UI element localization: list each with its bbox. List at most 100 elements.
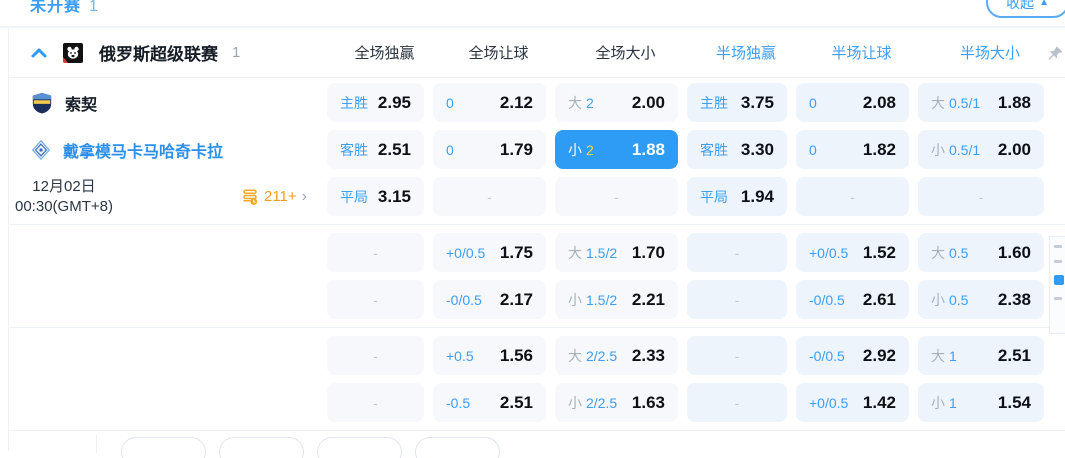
odds-cell[interactable]: +0/0.5 1.42 — [796, 383, 909, 422]
odds-value: 2.08 — [862, 92, 896, 112]
match-time: 00:30(GMT+8) — [15, 197, 113, 215]
ou-side-label: 大 — [931, 347, 945, 364]
odds-cell[interactable]: 0 1.79 — [433, 130, 546, 169]
match-date: 12月02日 — [32, 178, 96, 195]
status-count: 1 — [89, 0, 99, 15]
odds-value: 1.94 — [740, 186, 774, 206]
odds-cell[interactable]: 0 2.12 — [433, 83, 546, 122]
column-header-halftime-1x2[interactable]: 半场独赢 — [715, 45, 776, 62]
odds-row: - -0.5 2.51 小 2/2.5 1.63- +0/0.5 1.42 小 1 1.54 — [327, 383, 1065, 422]
side-float-widget[interactable] — [1049, 236, 1065, 334]
odds-value: 2.12 — [499, 92, 533, 112]
odds-cell[interactable]: 小 1 1.54 — [918, 383, 1044, 422]
pin-icon[interactable] — [1047, 45, 1064, 62]
odds-cell[interactable]: 大 0.5/1 1.88 — [918, 83, 1044, 122]
match-datetime: 12月02日 00:30(GMT+8) — [15, 177, 113, 216]
column-header-halftime-handicap[interactable]: 半场让球 — [831, 45, 892, 62]
ou-line-value: 2/2.5 — [586, 394, 618, 411]
odds-cell[interactable]: 大 2/2.5 2.33 — [555, 336, 678, 375]
bet-label: 0 — [446, 141, 454, 158]
odds-cell[interactable]: 小 2/2.5 1.63 — [555, 383, 678, 422]
odds-cell[interactable]: +0/0.5 1.75 — [433, 233, 546, 272]
status-label: 未开赛 — [30, 0, 82, 15]
odds-cell[interactable]: 小 0.5 2.38 — [918, 280, 1044, 319]
odds-value: 2.00 — [997, 139, 1031, 159]
odds-cell[interactable]: 主胜 3.75 — [687, 83, 787, 122]
league-header-left[interactable]: 俄罗斯超级联赛 1 — [9, 40, 327, 65]
odds-cell-empty: - — [433, 177, 546, 216]
column-header-fulltime-overunder[interactable]: 全场大小 — [595, 45, 656, 62]
odds-value: 1.56 — [499, 345, 533, 365]
bet-label: +0/0.5 — [809, 394, 849, 411]
ou-side-label: 大 — [568, 244, 582, 261]
odds-row: 主胜 2.95 0 2.12 大 2 2.00 主胜 3.75 0 2.08 大 0.5/1 1.88 — [327, 83, 1065, 122]
odds-cell-empty: - — [687, 383, 787, 422]
odds-value: 1.54 — [997, 392, 1031, 412]
odds-cell[interactable]: 大 2 2.00 — [555, 83, 678, 122]
odds-value: 1.88 — [997, 92, 1031, 112]
chevron-up-icon[interactable] — [31, 48, 47, 58]
home-team-row[interactable]: 索契 — [9, 83, 327, 122]
odds-cell-empty: - — [687, 280, 787, 319]
bet-label: 小 2/2.5 — [568, 393, 617, 413]
away-team-logo-icon — [31, 139, 51, 161]
odds-cell[interactable]: -0/0.5 2.17 — [433, 280, 546, 319]
away-team-row[interactable]: 戴拿模马卡马哈奇卡拉 — [9, 130, 327, 169]
odds-cell[interactable]: 平局 3.15 — [327, 177, 424, 216]
odds-cell[interactable]: -0/0.5 2.61 — [796, 280, 909, 319]
league-name: 俄罗斯超级联赛 — [99, 45, 218, 64]
match-status-tab[interactable]: 未开赛 1 — [30, 0, 99, 16]
market-tab-pill[interactable] — [415, 437, 500, 458]
league-card: 俄罗斯超级联赛 1 全场独赢 全场让球 全场大小 半场独赢 半场让球 半场大小 — [8, 28, 1065, 458]
bet-label: 大 0.5/1 — [931, 93, 980, 113]
odds-cell-empty: - — [687, 336, 787, 375]
market-tab-pill[interactable] — [121, 437, 206, 458]
ou-line-value: 1.5/2 — [586, 244, 618, 261]
column-header-fulltime-1x2[interactable]: 全场独赢 — [354, 45, 415, 62]
group-divider — [9, 224, 1065, 225]
odds-cell[interactable]: 大 1.5/2 1.70 — [555, 233, 678, 272]
home-team-logo-icon — [31, 92, 53, 114]
bet-label: 小 1.5/2 — [568, 290, 617, 310]
dash-placeholder: - — [734, 394, 740, 411]
collapse-all-button[interactable]: 收起 ▲ — [986, 0, 1065, 18]
odds-cell[interactable]: 小 0.5/1 2.00 — [918, 130, 1044, 169]
odds-value: 2.21 — [631, 289, 665, 309]
market-tab-pill[interactable] — [219, 437, 304, 458]
odds-cell[interactable]: 客胜 3.30 — [687, 130, 787, 169]
odds-cell[interactable]: 平局 1.94 — [687, 177, 787, 216]
odds-cell[interactable]: +0/0.5 1.52 — [796, 233, 909, 272]
odds-cell[interactable]: 大 0.5 1.60 — [918, 233, 1044, 272]
odds-cell[interactable]: 0 1.82 — [796, 130, 909, 169]
odds-cell[interactable]: 小 1.5/2 2.21 — [555, 280, 678, 319]
side-float-item — [1054, 245, 1062, 248]
column-header-halftime-overunder[interactable]: 半场大小 — [959, 45, 1020, 62]
dash-placeholder: - — [734, 291, 740, 308]
odds-cell[interactable]: -0/0.5 2.92 — [796, 336, 909, 375]
dash-placeholder: - — [978, 188, 984, 205]
side-float-item — [1054, 260, 1062, 263]
ou-line-value: 0.5/1 — [949, 94, 981, 111]
side-float-active-item — [1054, 275, 1064, 285]
odds-cell[interactable]: 0 2.08 — [796, 83, 909, 122]
odds-cell-empty: - — [327, 336, 424, 375]
odds-cell[interactable]: 大 1 2.51 — [918, 336, 1044, 375]
odds-value: 2.17 — [499, 289, 533, 309]
ou-side-label: 小 — [568, 141, 582, 158]
odds-row: - -0/0.5 2.17 小 1.5/2 2.21 - -0/0.5 2.61 小 0.5 2.38 — [327, 280, 1065, 319]
odds-cell-empty: - — [327, 233, 424, 272]
odds-cell[interactable]: +0.5 1.56 — [433, 336, 546, 375]
market-tab-pill[interactable] — [317, 437, 402, 458]
more-markets-link[interactable]: 211+ › — [241, 188, 307, 206]
odds-cell-selected[interactable]: 小 2 1.88 — [555, 130, 678, 169]
odds-cell[interactable]: -0.5 2.51 — [433, 383, 546, 422]
ou-line-value: 1 — [949, 347, 957, 364]
odds-cell[interactable]: 客胜 2.51 — [327, 130, 424, 169]
odds-cell[interactable]: 主胜 2.95 — [327, 83, 424, 122]
column-header-fulltime-handicap[interactable]: 全场让球 — [468, 45, 529, 62]
ou-line-value: 2/2.5 — [586, 347, 618, 364]
dash-placeholder: - — [373, 291, 378, 308]
